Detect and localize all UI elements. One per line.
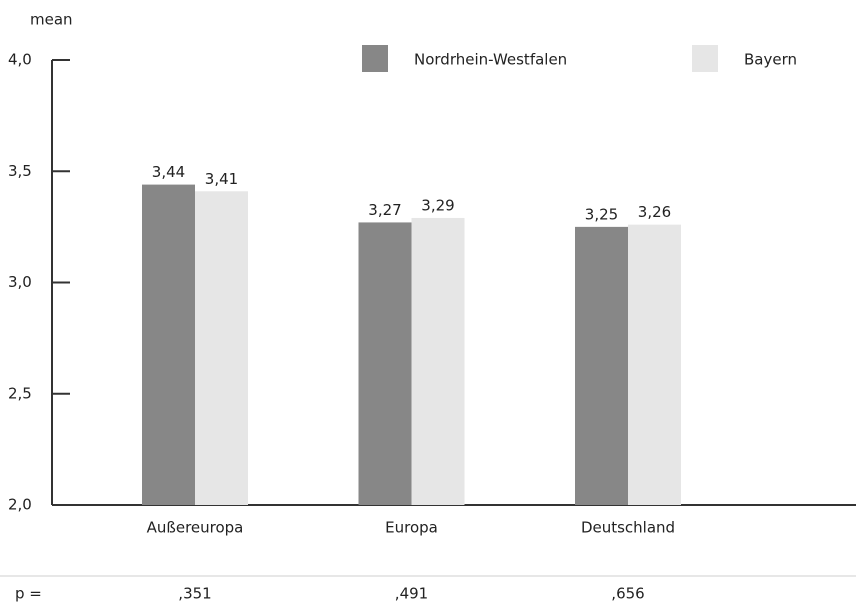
value-label: 3,25: [585, 205, 618, 223]
bar: [195, 191, 248, 505]
p-value: ,491: [395, 585, 428, 603]
value-label: 3,26: [638, 203, 671, 221]
bar: [575, 226, 628, 505]
value-label: 3,29: [421, 196, 454, 214]
y-tick-label: 2,0: [8, 496, 32, 514]
p-value: ,656: [611, 585, 644, 603]
value-label: 3,44: [152, 163, 185, 181]
legend-label: Nordrhein-Westfalen: [414, 51, 567, 69]
p-value: ,351: [178, 585, 211, 603]
y-tick-label: 3,5: [8, 162, 32, 180]
y-tick-label: 4,0: [8, 51, 32, 69]
legend-label: Bayern: [744, 51, 797, 69]
y-tick-label: 3,0: [8, 273, 32, 291]
bar: [142, 184, 195, 505]
value-label: 3,41: [205, 170, 238, 188]
y-axis-label: mean: [30, 11, 73, 29]
value-label: 3,27: [368, 201, 401, 219]
x-tick-label: Europa: [385, 519, 438, 537]
p-label: p =: [15, 585, 42, 603]
bar: [628, 224, 681, 505]
bar: [411, 217, 465, 505]
bar: [358, 222, 412, 506]
legend-swatch: [362, 45, 388, 72]
x-tick-label: Außereuropa: [147, 519, 244, 537]
x-tick-label: Deutschland: [581, 519, 675, 537]
y-tick-label: 2,5: [8, 384, 32, 402]
legend-swatch: [692, 45, 718, 72]
